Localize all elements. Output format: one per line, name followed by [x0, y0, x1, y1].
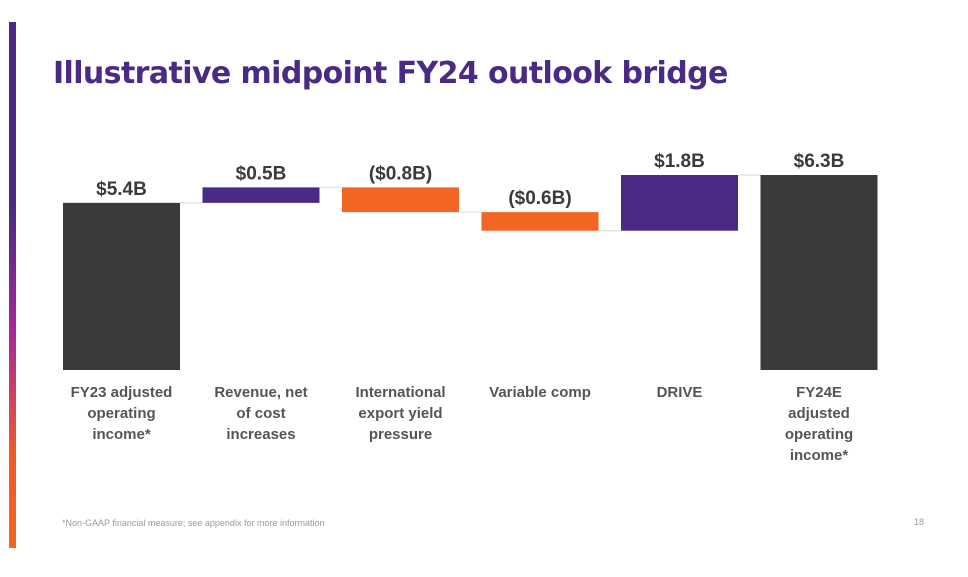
page-number: 18 — [913, 517, 924, 527]
category-label-line: International — [355, 384, 445, 401]
bar-2 — [202, 187, 320, 203]
category-label-line: increases — [226, 426, 295, 443]
page-title: Illustrative midpoint FY24 outlook bridg… — [53, 56, 728, 91]
category-label-line: operating — [785, 426, 853, 443]
value-label-5: $1.8B — [654, 151, 705, 172]
value-label-2: $0.5B — [236, 163, 287, 184]
value-label-4: ($0.6B) — [508, 188, 571, 209]
category-label-4: Variable comp — [489, 384, 591, 401]
bar-5 — [621, 175, 738, 231]
category-label-line: FY23 adjusted — [71, 384, 173, 401]
category-label-line: FY24E — [796, 384, 842, 401]
category-label-line: adjusted — [788, 405, 850, 422]
bar-4 — [481, 212, 599, 231]
footnote: *Non-GAAP financial measure; see appendi… — [62, 518, 325, 528]
accent-gradient-bar — [9, 22, 16, 548]
category-label-line: of cost — [236, 405, 285, 422]
category-label-3: International export yield pressure — [355, 384, 445, 443]
category-label-line: income* — [92, 426, 151, 443]
category-label-line: Revenue, net — [214, 384, 307, 401]
value-label-6: $6.3B — [794, 151, 845, 172]
category-label-1: FY23 adjusted operating income* — [71, 384, 173, 443]
category-label-line: pressure — [369, 426, 432, 443]
category-label-line: operating — [87, 405, 155, 422]
bar-6 — [760, 175, 878, 370]
category-label-line: income* — [790, 447, 849, 464]
value-label-3: ($0.8B) — [369, 163, 432, 184]
value-label-1: $5.4B — [96, 179, 147, 200]
category-label-line: DRIVE — [657, 384, 703, 401]
category-label-6: FY24E adjusted operating income* — [785, 384, 853, 464]
category-label-5: DRIVE — [657, 384, 703, 401]
category-label-2: Revenue, net of cost increases — [214, 384, 307, 443]
category-label-line: export yield — [358, 405, 442, 422]
bar-3 — [342, 187, 459, 213]
category-label-line: Variable comp — [489, 384, 591, 401]
bar-1 — [63, 202, 180, 370]
